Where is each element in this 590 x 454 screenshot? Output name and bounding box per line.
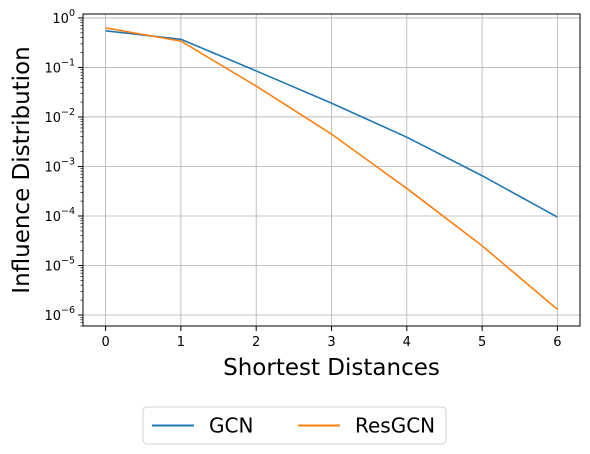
legend: GCN ResGCN bbox=[142, 406, 447, 445]
legend-box bbox=[142, 406, 447, 445]
y-tick-label: 10−2 bbox=[44, 107, 75, 126]
y-tick-label: 10−3 bbox=[44, 156, 75, 175]
x-tick-label: 1 bbox=[177, 335, 185, 350]
x-tick-label: 3 bbox=[327, 335, 335, 350]
x-tick-label: 5 bbox=[478, 335, 486, 350]
y-tick-label: 100 bbox=[52, 8, 75, 27]
series-line-resgcn bbox=[105, 27, 558, 310]
x-axis: 0 1 2 3 4 5 6 bbox=[101, 326, 562, 350]
x-tick-label: 6 bbox=[553, 335, 561, 350]
y-tick-label: 10−1 bbox=[44, 57, 75, 76]
y-tick-label: 10−5 bbox=[44, 255, 75, 274]
series-lines bbox=[105, 27, 558, 310]
y-tick-label: 10−6 bbox=[44, 305, 75, 324]
y-axis: 10−6 10−5 10−4 10−3 10−2 10−1 100 bbox=[44, 8, 83, 327]
x-tick-label: 4 bbox=[403, 335, 411, 350]
legend-label: GCN bbox=[209, 414, 253, 438]
series-line-gcn bbox=[105, 29, 558, 218]
x-axis-title: Shortest Distances bbox=[223, 355, 440, 381]
grid bbox=[83, 14, 580, 326]
y-tick-label: 10−4 bbox=[44, 206, 75, 225]
x-tick-label: 2 bbox=[252, 335, 260, 350]
x-tick-label: 0 bbox=[101, 335, 109, 350]
legend-label: ResGCN bbox=[355, 414, 435, 438]
y-axis-title: Influence Distribution bbox=[9, 46, 35, 293]
